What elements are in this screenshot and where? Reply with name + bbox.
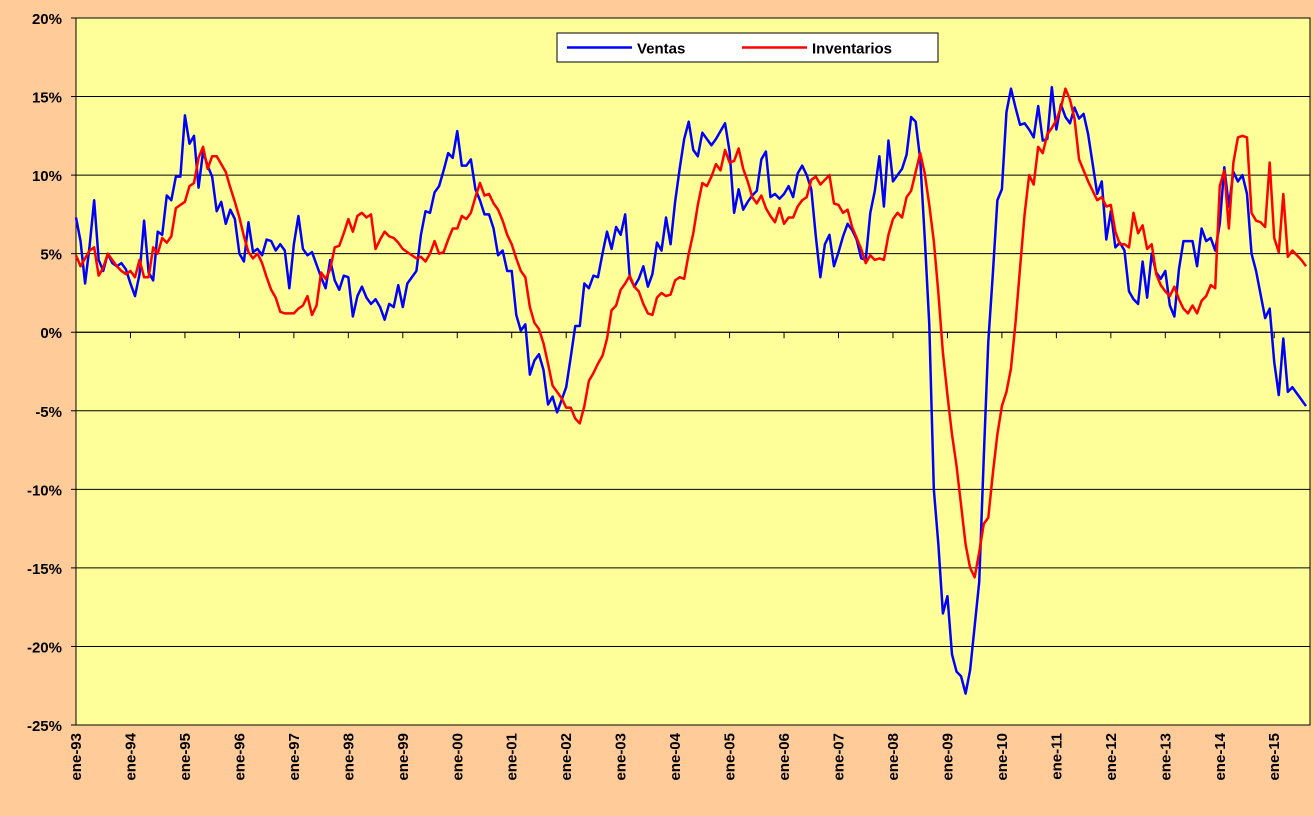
x-tick-label: ene-06 [776, 733, 793, 781]
x-tick-label: ene-01 [504, 733, 521, 781]
legend: Ventas Inventarios [556, 32, 939, 63]
y-tick-label: -25% [27, 718, 62, 735]
x-tick-label: ene-15 [1266, 733, 1283, 781]
x-tick-label: ene-00 [449, 733, 466, 781]
series-line [74, 87, 1308, 579]
series-line [74, 85, 1308, 695]
y-tick-label: 10% [32, 168, 62, 185]
x-tick-label: ene-10 [994, 733, 1011, 781]
y-tick-label: 15% [32, 90, 62, 107]
y-tick-label: -10% [27, 482, 62, 499]
x-tick-label: ene-14 [1212, 732, 1229, 780]
y-tick-label: 5% [40, 247, 62, 264]
plot-area [75, 17, 1311, 726]
x-tick-label: ene-04 [667, 732, 684, 780]
x-tick-label: ene-02 [558, 733, 575, 781]
x-tick-label: ene-94 [122, 732, 139, 780]
x-tick-label: ene-13 [1157, 733, 1174, 781]
x-tick-label: ene-08 [885, 733, 902, 781]
x-tick-label: ene-07 [831, 733, 848, 781]
y-tick-label: -5% [35, 404, 62, 421]
y-tick-label: -15% [27, 561, 62, 578]
x-tick-label: ene-97 [286, 733, 303, 781]
x-tick-label: ene-03 [613, 733, 630, 781]
y-tick-label: 0% [40, 325, 62, 342]
x-tick-label: ene-98 [340, 733, 357, 781]
x-tick-label: ene-96 [231, 733, 248, 781]
x-tick-label: ene-95 [177, 733, 194, 781]
y-tick-label: 20% [32, 11, 62, 28]
y-tick-label: -20% [27, 639, 62, 656]
x-tick-label: ene-12 [1103, 733, 1120, 781]
x-tick-label: ene-93 [68, 733, 85, 781]
x-tick-label: ene-99 [395, 733, 412, 781]
legend-label: Inventarios [812, 41, 892, 58]
x-tick-label: ene-11 [1048, 733, 1065, 780]
x-tick-label: ene-05 [722, 733, 739, 781]
legend-label: Ventas [637, 41, 685, 58]
x-tick-label: ene-09 [939, 733, 956, 781]
